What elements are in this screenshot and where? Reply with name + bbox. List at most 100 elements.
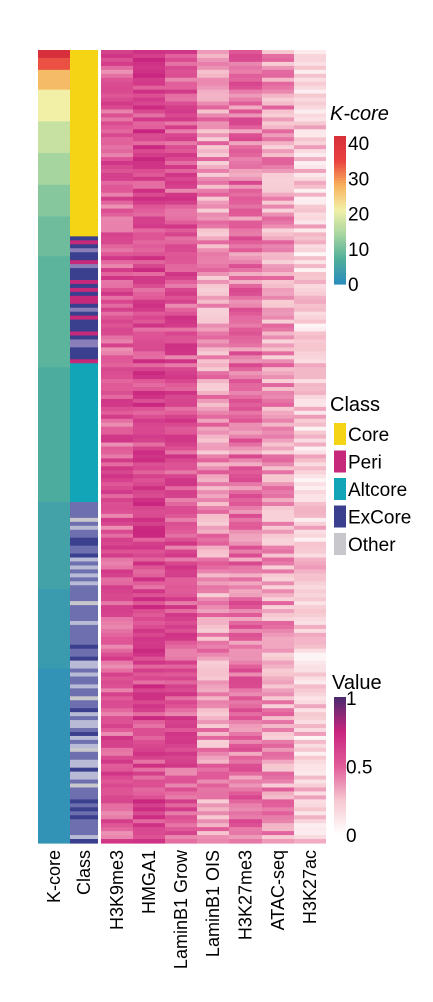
value-cell [197,668,229,674]
value-cell [197,553,229,559]
class-cell [70,609,98,614]
value-cell [133,537,165,543]
value-cell [262,109,294,115]
value-cell [262,343,294,348]
value-bar-segment [334,792,346,796]
value-cell [262,252,294,257]
value-cell [197,208,229,214]
class-cell [70,398,98,404]
value-cell [294,69,326,75]
value-cell [165,410,197,416]
value-cell [197,97,229,103]
value-cell [133,387,165,392]
value-cell [165,105,197,111]
value-cell [294,438,326,444]
value-cell [165,351,197,356]
value-cell [294,101,326,107]
value-cell [133,454,165,459]
value-cell [262,751,294,757]
value-cell [133,343,165,348]
value-cell [294,620,326,626]
kcore-cell [38,577,70,582]
value-cell [197,355,229,360]
value-cell [133,434,165,440]
value-cell [133,339,165,344]
class-cell [70,636,98,642]
value-cell [133,680,165,685]
kcore-cell [38,180,70,186]
kcore-cell [38,264,70,269]
class-cell [70,69,98,75]
value-cell [133,307,165,313]
value-cell [262,644,294,650]
kcore-cell [38,319,70,325]
value-bar-segment [334,824,346,828]
value-cell [197,815,229,820]
kcore-cell [38,470,70,475]
value-cell [133,137,165,142]
class-cell [70,601,98,606]
value-cell [101,168,133,174]
value-cell [294,212,326,218]
value-cell [294,335,326,341]
value-cell [197,196,229,202]
value-cell [101,549,133,555]
value-cell [133,795,165,800]
value-cell [229,434,262,440]
kcore-cell [38,105,70,111]
value-cell [197,712,229,717]
value-cell [133,573,165,578]
value-cell [229,244,262,249]
value-cell [197,402,229,408]
kcore-cell [38,228,70,233]
value-cell [165,133,197,138]
kcore-bar-segment [334,165,346,169]
value-cell [229,208,262,214]
kcore-cell [38,724,70,729]
kcore-bar-segment [334,140,346,144]
value-cell [197,184,229,190]
value-cell [197,224,229,230]
value-cell [165,644,197,650]
kcore-cell [38,597,70,602]
value-cell [229,295,262,301]
value-cell [229,557,262,563]
value-cell [229,743,262,749]
value-cell [165,125,197,130]
value-cell [197,720,229,725]
value-cell [229,129,262,134]
value-cell [165,192,197,198]
value-cell [294,272,326,277]
value-cell [229,394,262,400]
value-cell [133,319,165,325]
value-cell [165,383,197,388]
value-cell [165,228,197,233]
value-bar-segment [334,722,346,725]
kcore-cell [38,157,70,162]
value-cell [133,787,165,793]
value-cell [133,636,165,642]
value-cell [294,390,326,396]
value-cell [101,482,133,487]
value-cell [229,272,262,277]
value-cell [133,605,165,610]
kcore-cell [38,593,70,598]
value-cell [197,640,229,646]
value-cell [262,121,294,126]
value-cell [262,375,294,380]
value-cell [294,648,326,654]
value-cell [133,684,165,689]
value-cell [294,311,326,317]
value-cell [101,755,133,761]
kcore-cell [38,839,70,844]
value-cell [133,585,165,590]
value-cell [165,264,197,269]
value-cell [133,490,165,495]
value-cell [229,823,262,828]
value-cell [101,680,133,685]
value-cell [229,795,262,800]
value-cell [133,672,165,678]
value-cell [262,192,294,198]
value-cell [229,81,262,87]
class-cell [70,168,98,174]
